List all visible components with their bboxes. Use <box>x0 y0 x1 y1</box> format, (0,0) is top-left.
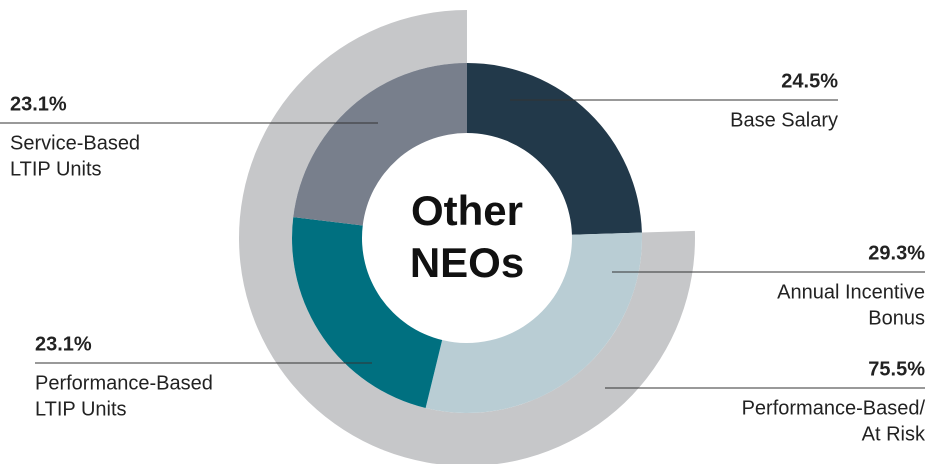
slice-label: Service-Based <box>10 132 140 154</box>
value-label: 75.5% <box>868 358 925 380</box>
value-label: 23.1% <box>35 333 92 355</box>
slice-label: At Risk <box>862 423 926 445</box>
slice-label: LTIP Units <box>35 398 127 420</box>
slice-label: Base Salary <box>730 109 838 131</box>
slice-label: Annual Incentive <box>777 281 925 303</box>
value-label: 24.5% <box>781 70 838 92</box>
slice-label: Performance-Based/ <box>742 397 926 419</box>
donut-slice <box>292 217 443 409</box>
center-label: NEOs <box>410 239 524 286</box>
value-label: 23.1% <box>10 93 67 115</box>
slice-label: Performance-Based <box>35 372 213 394</box>
donut-slice <box>467 63 642 235</box>
value-label: 29.3% <box>868 242 925 264</box>
center-label: Other <box>411 187 523 234</box>
slice-label: LTIP Units <box>10 158 102 180</box>
donut-slice <box>425 232 642 413</box>
slice-label: Bonus <box>868 307 925 329</box>
donut-slice <box>293 63 467 226</box>
